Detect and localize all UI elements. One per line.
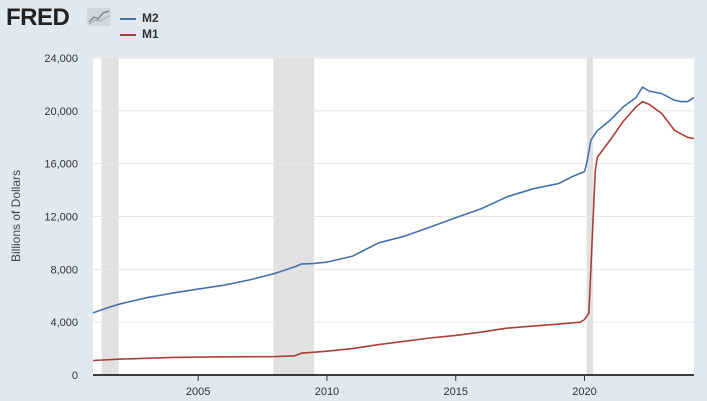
legend-label-m1: M1 bbox=[142, 27, 159, 41]
header: FRED M2 M1 bbox=[0, 0, 707, 50]
legend-swatch-m2 bbox=[120, 18, 136, 20]
series-lines bbox=[92, 86, 695, 362]
y-tick-label: 4,000 bbox=[50, 317, 78, 329]
x-tick-label: 2015 bbox=[444, 386, 468, 398]
x-tick-label: 2010 bbox=[315, 386, 339, 398]
x-tick-label: 2020 bbox=[572, 386, 596, 398]
y-tick-label: 20,000 bbox=[44, 106, 78, 118]
y-axis-ticks: 0 4,000 8,000 12,000 16,000 20,000 24,000 bbox=[44, 53, 78, 382]
legend-swatch-m1 bbox=[120, 34, 136, 36]
fred-logo[interactable]: FRED bbox=[6, 4, 70, 31]
y-tick-label: 16,000 bbox=[44, 159, 78, 171]
y-tick-label: 0 bbox=[72, 370, 78, 382]
y-tick-label: 8,000 bbox=[50, 264, 78, 276]
y-tick-label: 24,000 bbox=[44, 53, 78, 65]
y-tick-label: 12,000 bbox=[44, 212, 78, 224]
x-tick-label: 2005 bbox=[186, 386, 210, 398]
series-line-m1[interactable] bbox=[92, 100, 695, 362]
legend-label-m2: M2 bbox=[142, 11, 159, 25]
series-line-m2[interactable] bbox=[92, 86, 695, 314]
x-axis-ticks: 2005 2010 2015 2020 bbox=[186, 375, 597, 398]
trend-line-icon bbox=[87, 8, 111, 26]
y-axis-label: Billions of Dollars bbox=[9, 170, 23, 262]
